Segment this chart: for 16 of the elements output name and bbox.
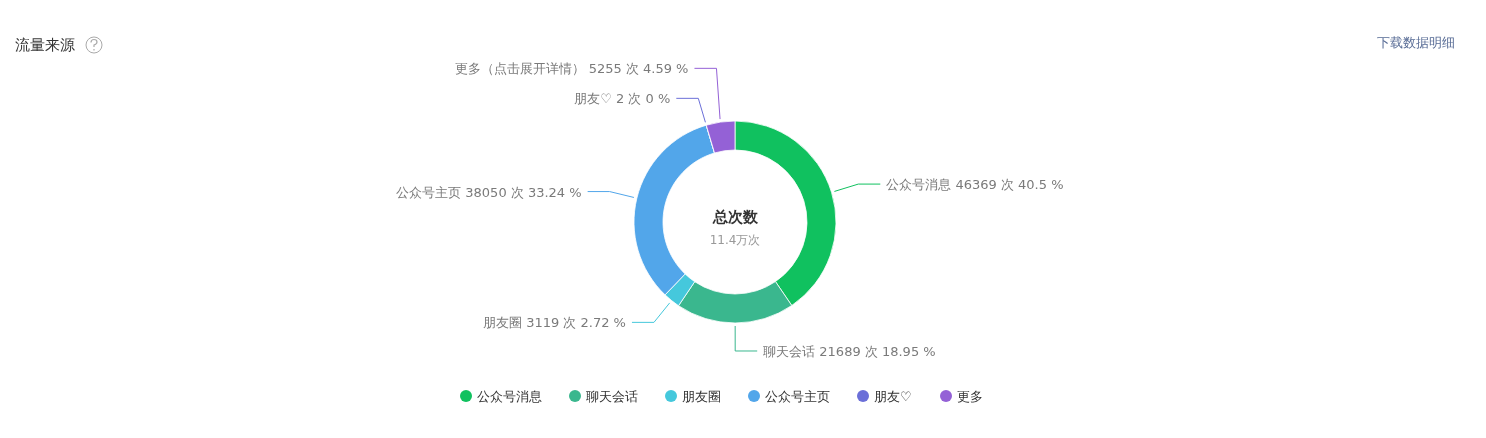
data-label: 公众号主页 38050 次 33.24 %: [396, 184, 582, 200]
data-label: 聊天会话 21689 次 18.95 %: [763, 344, 936, 359]
legend-label: 朋友圈: [682, 389, 721, 404]
legend-label: 更多: [957, 389, 983, 404]
data-label: 朋友♡ 2 次 0 %: [574, 91, 671, 107]
legend-label: 公众号消息: [477, 389, 542, 404]
text: 下载数据明细: [1377, 35, 1455, 50]
data-label: 公众号消息 46369 次 40.5 %: [886, 177, 1064, 193]
text: 11.4万次: [709, 233, 761, 247]
legend-label: 聊天会话: [586, 389, 638, 404]
data-label: 更多（点击展开详情） 5255 次 4.59 %: [454, 61, 689, 77]
legend-label: 公众号主页: [765, 389, 830, 404]
text: 总次数: [711, 208, 759, 226]
legend-label: 朋友♡: [874, 389, 912, 404]
text: 流量来源: [15, 36, 75, 54]
data-label: 朋友圈 3119 次 2.72 %: [483, 315, 626, 331]
